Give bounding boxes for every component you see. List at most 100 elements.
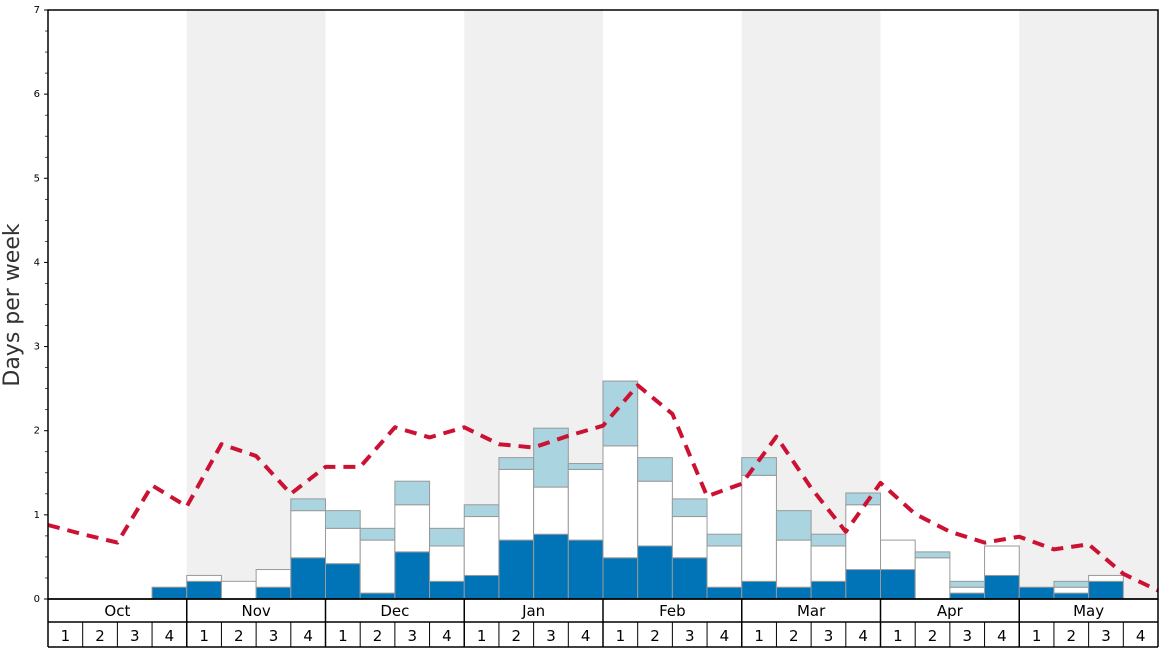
week-label: 1	[477, 627, 487, 645]
trend-line-path	[47, 383, 1159, 593]
bar-segment-white	[845, 504, 881, 571]
week-label: 2	[1067, 627, 1077, 645]
week-label: 2	[512, 627, 522, 645]
bar-segment-light	[602, 380, 639, 447]
bar-segment-light	[949, 580, 986, 588]
bar-segment-light	[845, 492, 881, 506]
bar-segment-white	[1088, 574, 1124, 582]
week-label: 1	[1032, 627, 1042, 645]
bar-segment-white	[949, 586, 986, 594]
month-label-apr: Apr	[937, 602, 964, 620]
week-label: 1	[754, 627, 764, 645]
y-tick-label: 4	[34, 257, 40, 268]
bar-segment-white	[810, 545, 847, 582]
bar-segment-dark	[325, 563, 361, 600]
month-band	[1019, 10, 1158, 599]
bar-segment-white	[290, 510, 326, 559]
bar-segment-dark	[706, 586, 743, 600]
bar-segment-dark	[255, 586, 292, 600]
y-tick-label: 6	[34, 89, 40, 100]
week-label: 4	[720, 627, 730, 645]
bar-segment-white	[394, 504, 431, 553]
y-tick-label: 0	[34, 594, 40, 605]
bar-segment-dark	[394, 551, 431, 600]
week-label: 2	[928, 627, 938, 645]
bar-segment-white	[533, 486, 569, 535]
bar-segment-light	[637, 457, 673, 482]
week-label: 4	[442, 627, 452, 645]
bar-segment-light	[429, 527, 465, 547]
y-tick-label: 3	[34, 342, 40, 353]
bar-segment-dark	[186, 580, 222, 600]
bar-segment-dark	[880, 569, 916, 600]
week-label: 4	[997, 627, 1007, 645]
month-label-may: May	[1073, 602, 1104, 620]
bar-segment-dark	[845, 569, 881, 600]
bar-segment-dark	[602, 557, 639, 600]
bars	[151, 380, 1124, 600]
bar-segment-dark	[810, 580, 847, 600]
bar-segment-light	[775, 510, 812, 541]
week-label: 2	[789, 627, 799, 645]
y-axis: 0 1 2 3 4 5 6 7	[34, 5, 48, 605]
week-label: 3	[962, 627, 972, 645]
week-label: 3	[269, 627, 279, 645]
y-tick-label: 5	[34, 173, 40, 184]
week-label: 4	[165, 627, 175, 645]
bar-segment-white	[325, 527, 361, 565]
y-axis-label: Days per week	[0, 223, 25, 386]
bar-segment-white	[706, 545, 743, 588]
bar-segment-light	[533, 427, 569, 488]
month-label-oct: Oct	[104, 602, 130, 620]
bar-segment-white	[359, 539, 396, 594]
trend-line	[47, 383, 1159, 593]
bar-segment-light	[394, 480, 431, 506]
week-label: 3	[685, 627, 695, 645]
bar-segment-light	[359, 527, 396, 541]
bar-segment-white	[255, 569, 292, 588]
month-label-nov: Nov	[241, 602, 270, 620]
week-label: 2	[650, 627, 660, 645]
bar-segment-white	[775, 539, 812, 588]
bar-segment-white	[567, 468, 604, 541]
week-label: 3	[130, 627, 140, 645]
bar-segment-white	[220, 580, 257, 600]
week-label: 1	[893, 627, 903, 645]
bar-segment-dark	[429, 580, 465, 600]
week-label: 2	[95, 627, 105, 645]
bar-segment-white	[498, 468, 535, 541]
bar-segment-white	[186, 574, 222, 582]
bar-segment-light	[567, 463, 604, 470]
bar-segment-dark	[463, 574, 500, 600]
week-label: 1	[199, 627, 209, 645]
bar-segment-white	[671, 516, 708, 559]
bar-segment-dark	[290, 557, 326, 600]
week-label: 4	[1136, 627, 1146, 645]
week-label: 4	[303, 627, 313, 645]
month-label-feb: Feb	[659, 602, 686, 620]
bar-segment-dark	[1053, 592, 1090, 600]
bar-segment-white	[463, 516, 500, 576]
bar-segment-dark	[775, 586, 812, 600]
bar-segment-white	[1053, 586, 1090, 594]
bar-segment-white	[602, 445, 639, 559]
week-label: 4	[581, 627, 591, 645]
month-bands	[186, 10, 1158, 599]
week-label: 3	[546, 627, 556, 645]
bar-segment-dark	[637, 545, 673, 600]
y-tick-label: 1	[34, 510, 40, 521]
bar-segment-dark	[533, 533, 569, 600]
bar-segment-dark	[1088, 580, 1124, 600]
y-tick-label: 7	[34, 5, 40, 16]
bar-segment-light	[810, 533, 847, 547]
week-label: 3	[407, 627, 417, 645]
bar-segment-white	[637, 480, 673, 547]
bar-segment-white	[880, 539, 916, 571]
plot-frame	[47, 9, 1159, 600]
bar-segment-light	[706, 533, 743, 547]
bar-segment-light	[671, 498, 708, 518]
bar-segment-light	[463, 504, 500, 518]
month-label-dec: Dec	[380, 602, 409, 620]
week-label: 3	[1101, 627, 1111, 645]
